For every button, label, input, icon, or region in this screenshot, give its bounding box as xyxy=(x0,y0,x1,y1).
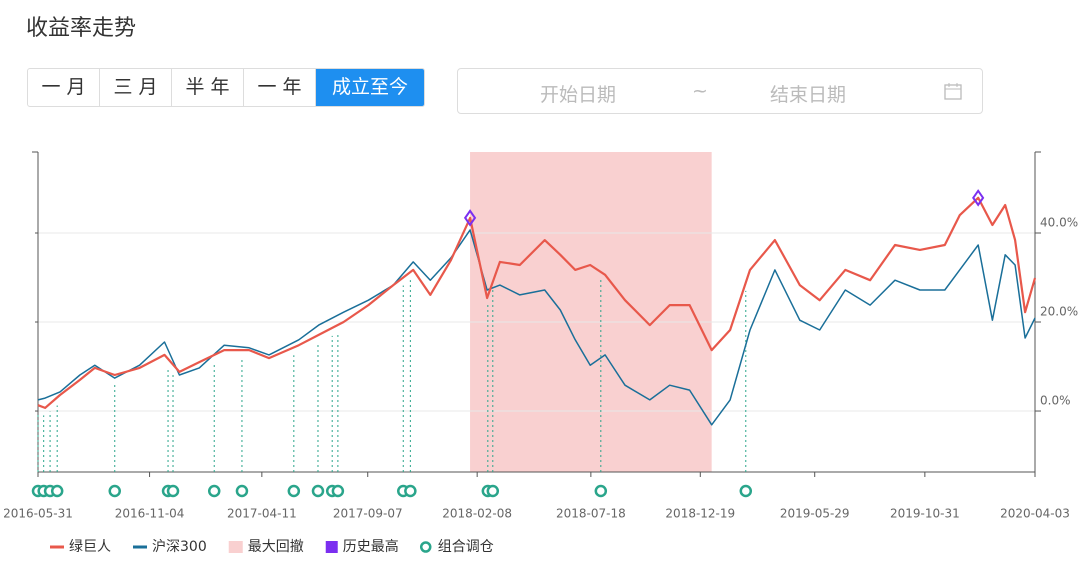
legend-label: 沪深300 xyxy=(152,539,207,555)
legend-label: 历史最高 xyxy=(343,538,399,555)
series-line xyxy=(37,229,1036,426)
legend-swatch xyxy=(325,541,338,553)
x-tick-label: 2016-05-31 xyxy=(3,507,73,521)
range-buttons: 一 月三 月半 年一 年成立至今 xyxy=(27,68,425,107)
rebalance-marker xyxy=(486,484,500,498)
rebalance-marker xyxy=(404,484,417,498)
rebalance-marker xyxy=(108,484,121,498)
rebalance-marker xyxy=(739,484,753,498)
legend-label: 绿巨人 xyxy=(69,539,111,555)
end-date[interactable]: 结束日期 xyxy=(770,84,847,106)
icon-frame xyxy=(944,84,962,100)
rebalance-marker xyxy=(311,484,325,498)
x-tick-label: 2020-04-03 xyxy=(1000,507,1070,521)
rebalance-marker xyxy=(50,484,64,498)
x-tick-label: 2019-05-29 xyxy=(780,507,850,521)
range-button[interactable]: 成立至今 xyxy=(316,69,424,106)
x-tick-label: 2018-02-08 xyxy=(442,507,512,521)
separator: ~ xyxy=(692,80,708,102)
x-tick-label: 2017-09-07 xyxy=(333,507,403,521)
rebalance-marker xyxy=(331,484,345,498)
legend-swatch xyxy=(228,541,243,553)
page-title: 收益率走势 xyxy=(26,16,137,41)
start-date[interactable]: 开始日期 xyxy=(540,84,617,106)
y-tick-label: 0.0% xyxy=(1040,394,1071,408)
rebalance-marker xyxy=(166,484,180,498)
rebalance-marker xyxy=(235,484,249,498)
y-tick-label: 40.0% xyxy=(1040,216,1078,230)
date-range[interactable]: 开始日期 ~ 结束日期 xyxy=(457,68,983,114)
rebalance-marker xyxy=(287,484,301,498)
range-button[interactable]: 一 年 xyxy=(244,69,316,106)
legend-label: 最大回撤 xyxy=(248,539,304,555)
range-button[interactable]: 一 月 xyxy=(28,69,100,106)
rebalance-marker xyxy=(594,484,608,498)
x-tick-label: 2018-12-19 xyxy=(665,507,735,521)
x-tick-label: 2017-04-11 xyxy=(227,507,297,521)
legend-swatch xyxy=(419,541,432,553)
x-tick-label: 2018-07-18 xyxy=(556,507,626,521)
range-button[interactable]: 半 年 xyxy=(172,69,244,106)
series-line xyxy=(37,196,1037,409)
rebalance-marker xyxy=(207,484,221,498)
range-button[interactable]: 三 月 xyxy=(100,69,172,106)
history-high xyxy=(972,189,985,207)
max-drawdown xyxy=(470,152,712,472)
legend-label: 组合调仓 xyxy=(438,539,494,555)
x-tick-label: 2019-10-31 xyxy=(890,507,960,521)
x-tick-label: 2016-11-04 xyxy=(115,507,185,521)
history-high xyxy=(463,209,477,227)
y-tick-label: 20.0% xyxy=(1040,305,1078,319)
calendar-icon[interactable] xyxy=(944,82,962,100)
